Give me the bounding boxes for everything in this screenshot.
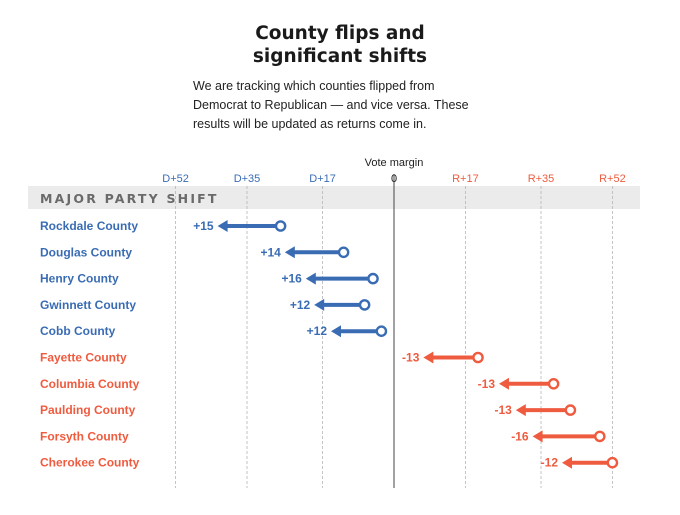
start-dot	[564, 404, 577, 416]
start-dot	[594, 430, 606, 443]
shift-label: -13	[402, 351, 420, 365]
county-name: Columbia County	[40, 377, 140, 391]
start-dot	[358, 299, 371, 311]
arrow-head	[562, 456, 572, 469]
county-row: Gwinnett County +12	[40, 298, 371, 312]
county-row: Fayette County -13	[40, 351, 484, 365]
shift-label: -13	[478, 377, 496, 391]
county-row: Cobb County +12	[40, 324, 388, 338]
tick-label: R+52	[599, 173, 626, 185]
county-name: Rockdale County	[40, 219, 138, 233]
title-line-2: significant shifts	[252, 46, 428, 67]
tick-label: 0	[391, 173, 397, 185]
start-dot	[367, 272, 379, 285]
start-dot	[547, 377, 560, 390]
shift-label: +12	[290, 298, 311, 312]
county-name: Cobb County	[40, 324, 116, 338]
description-line-3: results will be updated as returns come …	[193, 117, 427, 131]
county-name: Henry County	[40, 272, 119, 286]
page-title: County flips and significant shifts	[0, 22, 680, 68]
tick-label: D+17	[309, 173, 336, 185]
description-line-2: Democrat to Republican — and vice versa.…	[193, 98, 469, 112]
tick-label: D+52	[162, 173, 189, 185]
county-rows: Rockdale County +15 Douglas County +14 Henry…	[40, 219, 619, 470]
arrow-head	[532, 430, 543, 443]
county-name: Fayette County	[40, 351, 127, 365]
shift-label: +16	[281, 272, 302, 286]
section-band	[28, 186, 640, 209]
start-dot	[337, 246, 350, 259]
tick-label: R+35	[528, 173, 555, 185]
shift-label: -12	[541, 456, 559, 470]
arrow-head	[305, 272, 316, 285]
county-row: Douglas County +14	[40, 245, 350, 259]
county-name: Paulding County	[40, 403, 136, 417]
county-row: Paulding County -13	[40, 403, 577, 417]
county-name: Gwinnett County	[40, 298, 136, 312]
shift-label: -13	[494, 403, 512, 417]
county-row: Henry County +16	[40, 272, 379, 286]
arrow-head	[423, 351, 434, 364]
tick-label: R+17	[452, 173, 479, 185]
start-dot	[606, 456, 619, 469]
county-row: Rockdale County +15	[40, 219, 287, 233]
axis-title: Vote margin	[365, 157, 424, 169]
arrow-head	[284, 246, 295, 259]
arrow-head	[331, 325, 341, 338]
shift-label: -16	[511, 429, 529, 443]
arrow-head	[217, 220, 228, 232]
section-label: MAJOR PARTY SHIFT	[40, 191, 219, 206]
start-dot	[375, 325, 388, 338]
gridlines	[175, 174, 613, 488]
start-dot	[274, 220, 287, 232]
axis-ticks: D+52 D+35 D+17 0 R+17 R+35 R+52	[162, 173, 625, 185]
county-row: Forsyth County -16	[40, 429, 606, 443]
title-line-1: County flips and	[255, 23, 425, 44]
tick-label: D+35	[234, 173, 261, 185]
county-row: Columbia County -13	[40, 377, 560, 391]
county-name: Forsyth County	[40, 429, 129, 443]
shift-label: +12	[307, 324, 328, 338]
description-line-1: We are tracking which counties flipped f…	[193, 79, 435, 93]
shift-label: +15	[193, 219, 214, 233]
county-row: Cherokee County -12	[40, 456, 619, 470]
arrow-head	[314, 298, 325, 311]
county-name: Cherokee County	[40, 456, 140, 470]
arrow-head	[515, 404, 526, 417]
description: We are tracking which counties flipped f…	[193, 77, 483, 134]
arrow-head	[499, 377, 509, 390]
county-name: Douglas County	[40, 245, 132, 259]
start-dot	[472, 351, 484, 364]
shift-label: +14	[260, 245, 281, 259]
